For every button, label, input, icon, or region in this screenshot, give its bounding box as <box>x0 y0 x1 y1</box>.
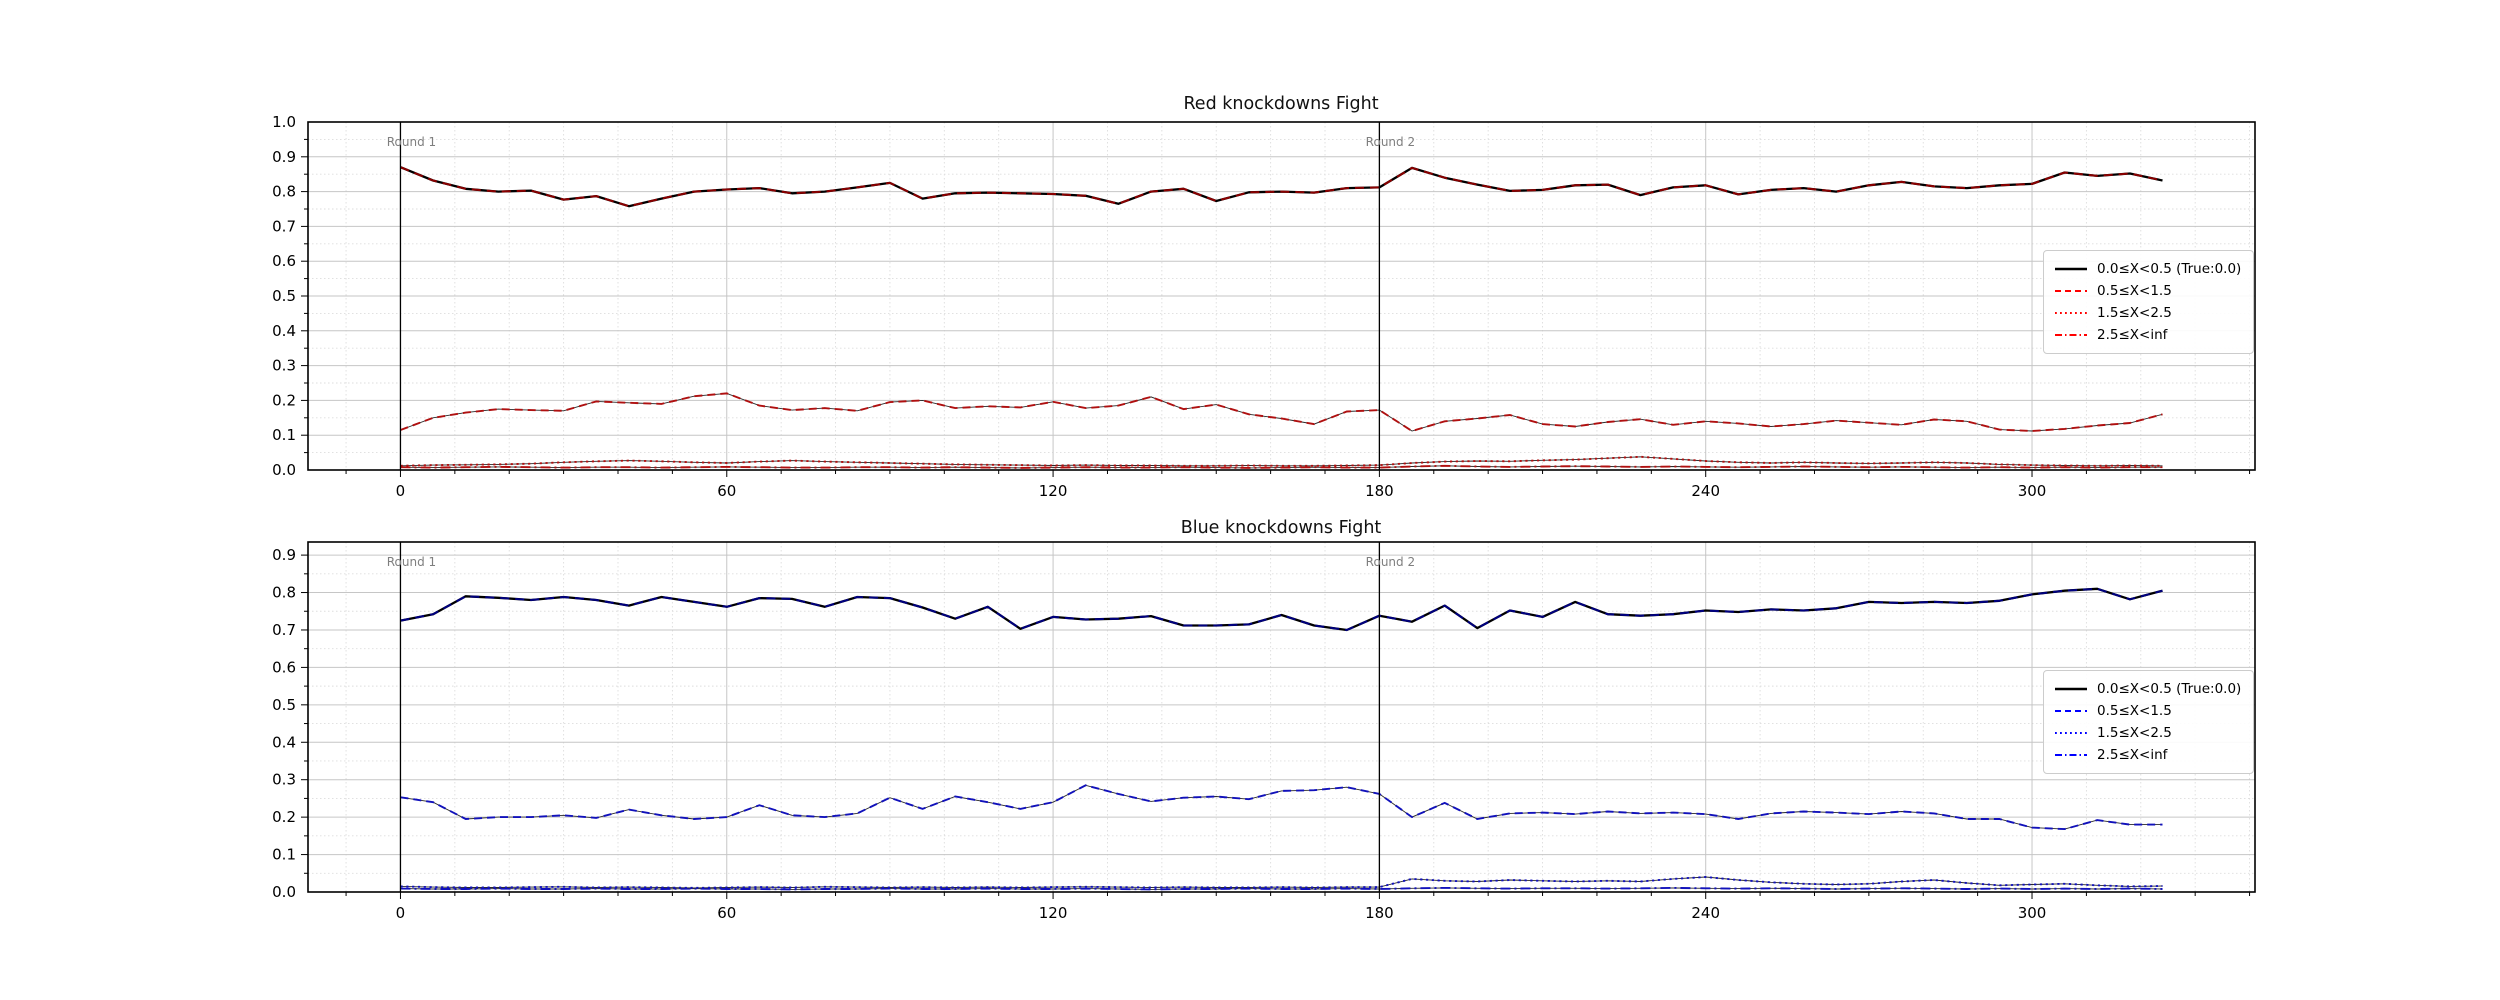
legend-line-icon <box>2055 687 2087 691</box>
y-tick-label: 0.3 <box>272 771 296 789</box>
y-tick-label: 0.1 <box>272 846 296 864</box>
x-tick-label: 60 <box>717 904 736 922</box>
series-underlay-line <box>400 784 2163 830</box>
plot-border <box>307 541 2256 893</box>
legend-line-icon <box>2055 710 2087 712</box>
legend-entry: 0.5≤X<1.5 <box>2054 700 2241 722</box>
x-tick-label: 120 <box>1039 904 1068 922</box>
legend-entry: 1.5≤X<2.5 <box>2054 302 2241 324</box>
y-tick-label: 0.8 <box>272 183 296 201</box>
y-tick-label: 0.3 <box>272 357 296 375</box>
legend-line-icon <box>2055 334 2087 336</box>
y-tick-label: 0.1 <box>272 426 296 444</box>
x-tick-label: 120 <box>1039 482 1068 500</box>
legend-line-icon <box>2055 732 2087 734</box>
x-tick-label: 60 <box>717 482 736 500</box>
legend-entry-label: 2.5≤X<inf <box>2097 327 2168 343</box>
y-tick-label: 0.6 <box>272 658 296 676</box>
x-tick-label: 240 <box>1691 904 1720 922</box>
legend-line-icon <box>2055 267 2087 271</box>
series-underlay-line <box>400 876 2163 889</box>
legend-line-icon <box>2055 312 2087 314</box>
series-line-main-overlay <box>400 587 2163 631</box>
series-line <box>400 784 2163 831</box>
legend-entry: 0.0≤X<0.5 (True:0.0) <box>2054 258 2241 280</box>
x-tick-label: 180 <box>1365 904 1394 922</box>
legend-entry-label: 1.5≤X<2.5 <box>2097 725 2172 741</box>
legend-entry-label: 2.5≤X<inf <box>2097 747 2168 763</box>
legend-entry-label: 0.5≤X<1.5 <box>2097 283 2172 299</box>
chart-title-blue: Blue knockdowns Fight <box>1180 518 1382 538</box>
legend-entry-label: 0.0≤X<0.5 (True:0.0) <box>2097 681 2242 697</box>
y-tick-label: 0.7 <box>272 217 296 235</box>
series-line-main-overlay <box>400 166 2163 208</box>
y-tick-label: 0.2 <box>272 808 296 826</box>
y-tick-label: 1.0 <box>272 113 296 131</box>
x-tick-label: 0 <box>396 904 406 922</box>
y-tick-label: 0.5 <box>272 287 296 305</box>
legend-entry-label: 0.5≤X<1.5 <box>2097 703 2172 719</box>
y-tick-label: 0.9 <box>272 546 296 564</box>
chart-title-red: Red knockdowns Fight <box>1183 94 1379 114</box>
y-tick-label: 0.5 <box>272 696 296 714</box>
y-tick-label: 0.8 <box>272 584 296 602</box>
x-tick-label: 300 <box>2018 904 2047 922</box>
series-line <box>400 464 2163 469</box>
series-underlay-line <box>400 456 2163 467</box>
legend-entry: 2.5≤X<inf <box>2054 744 2241 766</box>
legend-entry-label: 0.0≤X<0.5 (True:0.0) <box>2097 261 2242 277</box>
series-line <box>400 886 2163 891</box>
round-annotation: Round 2 <box>1366 555 1415 569</box>
y-tick-label: 0.0 <box>272 461 296 479</box>
series-line <box>400 392 2163 433</box>
legend-entry: 2.5≤X<inf <box>2054 324 2241 346</box>
legend-red-chart: 0.0≤X<0.5 (True:0.0) 0.5≤X<1.5 1.5≤X<2.5 2.… <box>2043 250 2255 354</box>
legend-blue-chart: 0.0≤X<0.5 (True:0.0) 0.5≤X<1.5 1.5≤X<2.5 2.… <box>2043 670 2255 774</box>
x-tick-label: 180 <box>1365 482 1394 500</box>
x-tick-label: 240 <box>1691 482 1720 500</box>
legend-entry: 0.0≤X<0.5 (True:0.0) <box>2054 678 2241 700</box>
x-tick-label: 0 <box>396 482 406 500</box>
round-annotation: Round 2 <box>1366 135 1415 149</box>
series-line-main-black <box>400 587 2163 632</box>
round-annotation: Round 1 <box>387 555 436 569</box>
y-tick-label: 0.2 <box>272 391 296 409</box>
y-tick-label: 0.4 <box>272 733 296 751</box>
series-line <box>400 876 2163 889</box>
legend-line-icon <box>2055 290 2087 292</box>
legend-entry: 1.5≤X<2.5 <box>2054 722 2241 744</box>
legend-line-icon <box>2055 754 2087 756</box>
y-tick-label: 0.0 <box>272 883 296 901</box>
y-tick-label: 0.9 <box>272 148 296 166</box>
y-tick-label: 0.4 <box>272 322 296 340</box>
y-tick-label: 0.7 <box>272 621 296 639</box>
series-line-main-black <box>400 166 2163 208</box>
legend-entry: 0.5≤X<1.5 <box>2054 280 2241 302</box>
round-annotation: Round 1 <box>387 135 436 149</box>
x-tick-label: 300 <box>2018 482 2047 500</box>
y-tick-label: 0.6 <box>272 252 296 270</box>
legend-entry-label: 1.5≤X<2.5 <box>2097 305 2172 321</box>
series-line <box>400 455 2163 467</box>
